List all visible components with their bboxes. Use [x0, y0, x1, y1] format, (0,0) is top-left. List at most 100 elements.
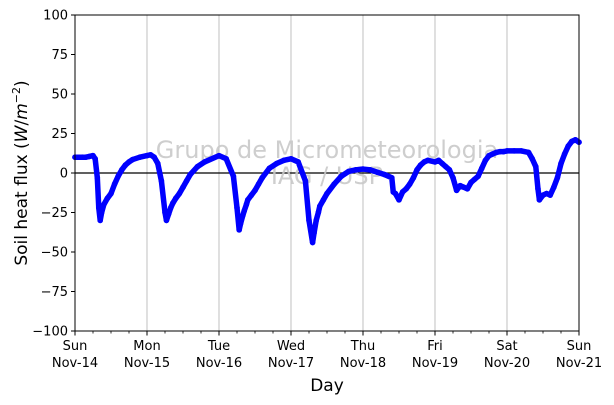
data-point-0-62: [317, 203, 323, 209]
y-tick-label-0: 100: [43, 9, 68, 24]
data-point-0-110: [533, 163, 539, 170]
data-point-0-87: [439, 160, 446, 167]
data-point-0-43: [239, 212, 246, 219]
y-axis-label: Soil heat flux (W/m−2): [10, 80, 32, 265]
data-point-0-72: [381, 171, 388, 178]
data-point-0-96: [471, 176, 478, 183]
data-point-0-75: [392, 190, 399, 197]
data-point-0-56: [302, 178, 309, 184]
data-point-0-119: [561, 151, 568, 157]
y-axis-label-main: Soil heat flux (: [12, 142, 32, 265]
data-point-0-55: [295, 159, 302, 165]
data-point-0-69: [360, 166, 366, 172]
x-tick-label-day-2: Tue: [207, 339, 230, 354]
y-tick-label-5: −25: [41, 206, 68, 221]
x-tick-label-date-5: Nov-19: [412, 356, 458, 371]
data-point-0-6: [94, 174, 101, 181]
data-point-0-38: [223, 155, 229, 162]
data-point-0-41: [236, 227, 242, 233]
data-point-0-57: [306, 217, 312, 224]
y-tick-label-7: −75: [41, 285, 68, 300]
data-point-0-120: [565, 143, 571, 149]
x-tick-label-date-6: Nov-20: [484, 356, 530, 371]
y-tick-label-8: −100: [32, 325, 68, 340]
x-tick-label-day-7: Sun: [567, 339, 592, 354]
y-tick-label-6: −50: [41, 246, 68, 261]
data-point-0-23: [155, 160, 161, 167]
data-point-0-16: [122, 162, 129, 168]
data-point-0-111: [535, 186, 541, 192]
data-point-0-73: [389, 174, 395, 181]
x-tick-label-date-4: Nov-18: [340, 356, 386, 371]
data-point-0-34: [187, 171, 193, 178]
data-point-0-27: [165, 211, 172, 217]
data-point-0-30: [173, 195, 179, 202]
data-point-0-10: [101, 201, 107, 208]
x-tick-label-date-1: Nov-15: [124, 356, 170, 371]
data-point-0-22: [151, 154, 157, 160]
y-axis-label-unit-m: m: [12, 103, 32, 120]
data-point-0-26: [163, 217, 170, 224]
x-tick-label-date-7: Nov-21: [556, 356, 602, 371]
x-tick-label-day-1: Mon: [133, 339, 160, 354]
data-point-0-89: [446, 167, 453, 173]
data-point-0-12: [108, 190, 114, 197]
y-tick-label-3: 25: [51, 127, 68, 142]
data-point-0-53: [281, 157, 287, 164]
data-point-0-58: [309, 239, 316, 246]
data-point-0-61: [315, 209, 322, 216]
data-point-0-107: [518, 148, 525, 154]
x-tick-label-date-0: Nov-14: [52, 356, 98, 371]
data-point-0-50: [259, 174, 266, 181]
y-axis-label-unit-w: W: [12, 124, 32, 142]
data-point-0-70: [367, 167, 374, 173]
data-point-0-5: [92, 155, 98, 162]
data-point-0-108: [525, 149, 532, 156]
data-point-0-49: [255, 181, 262, 187]
x-tick-label-day-6: Sat: [496, 339, 517, 354]
data-point-0-86: [435, 157, 442, 164]
x-tick-label-day-3: Wed: [277, 339, 305, 354]
data-point-0-79: [407, 181, 413, 187]
data-point-0-54: [288, 155, 294, 162]
x-tick-label-day-4: Thu: [350, 339, 375, 354]
data-point-0-82: [417, 162, 424, 168]
data-point-0-118: [558, 160, 564, 167]
data-point-0-8: [97, 217, 103, 224]
data-point-0-81: [414, 167, 420, 173]
x-tick-label-day-5: Fri: [427, 339, 443, 354]
data-point-0-39: [230, 173, 237, 179]
x-tick-label-day-0: Sun: [63, 339, 88, 354]
data-point-0-91: [453, 187, 460, 194]
data-point-0-14: [115, 173, 121, 179]
y-axis-label-unit-exp: −2: [10, 87, 23, 103]
data-point-0-71: [374, 169, 381, 176]
data-point-0-11: [104, 195, 111, 202]
data-point-0-35: [194, 163, 201, 170]
data-point-0-7: [95, 204, 102, 211]
data-point-0-19: [137, 154, 143, 160]
data-point-0-80: [410, 174, 417, 181]
data-point-0-44: [241, 208, 247, 214]
y-tick-label-1: 75: [51, 48, 68, 63]
data-point-0-13: [111, 181, 118, 187]
data-point-0-9: [98, 209, 105, 216]
data-point-0-64: [324, 190, 330, 197]
data-point-0-15: [119, 167, 125, 173]
data-point-0-112: [536, 197, 543, 203]
data-point-0-60: [313, 217, 320, 224]
data-point-0-48: [252, 187, 258, 194]
data-point-0-88: [443, 163, 449, 170]
watermark-line-2: IAG / USP: [271, 162, 383, 190]
data-point-0-105: [504, 148, 510, 154]
data-point-0-18: [129, 156, 136, 163]
data-point-0-109: [529, 155, 535, 162]
data-point-0-47: [248, 192, 255, 198]
data-point-0-51: [266, 165, 273, 172]
data-point-0-37: [216, 152, 222, 159]
data-point-0-77: [399, 189, 406, 195]
data-point-0-116: [551, 184, 557, 191]
data-point-0-99: [482, 157, 489, 164]
data-point-0-68: [353, 167, 359, 173]
data-point-0-67: [345, 168, 352, 175]
